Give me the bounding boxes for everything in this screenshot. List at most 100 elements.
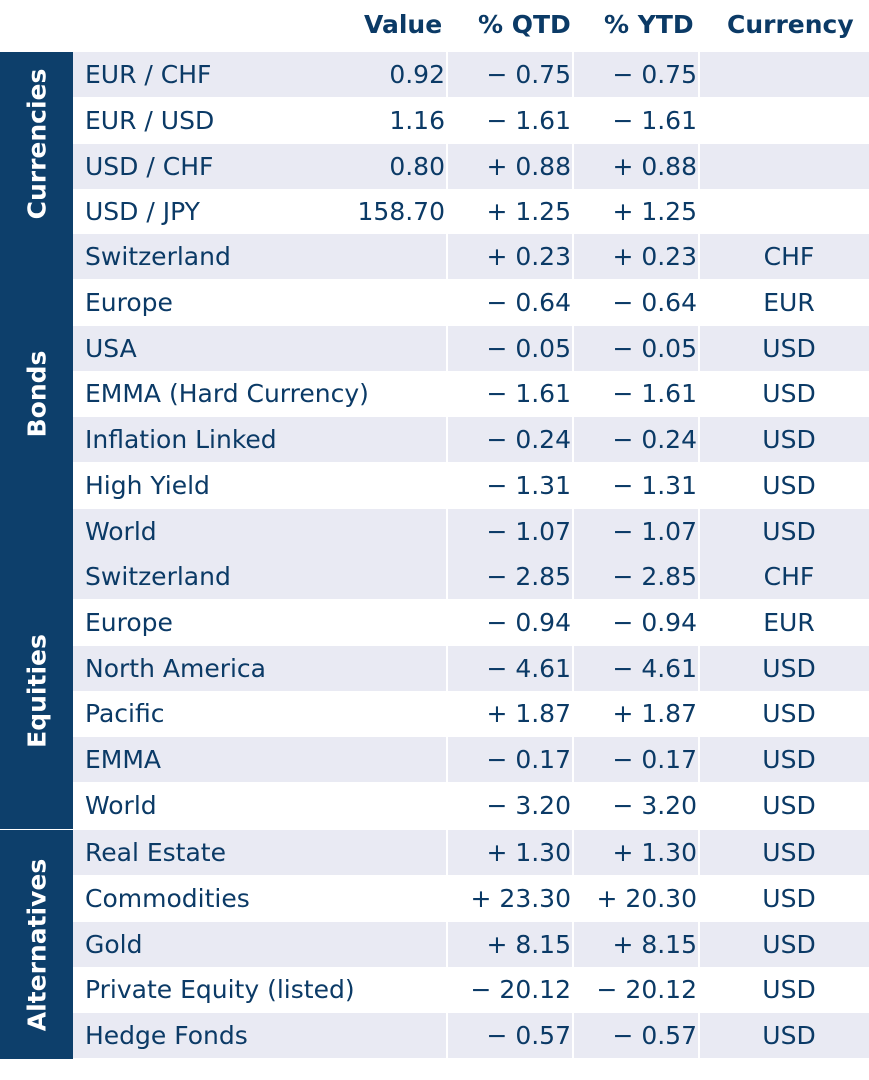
column-divider [446,371,448,417]
row-ytd: − 3.20 [612,791,697,820]
column-divider [698,189,700,235]
row-currency [759,52,819,97]
table-row: Switzerland + 0.23 + 0.23 CHF [73,234,869,279]
row-currency: USD [762,791,816,820]
row-ytd: + 20.30 [596,883,697,913]
column-divider [572,599,574,645]
row-currency: USD [762,975,816,1005]
column-divider [446,783,448,828]
column-divider [446,967,448,1013]
row-qtd: + 1.87 [486,699,571,729]
row-name: Real Estate [85,838,226,867]
column-divider [446,737,448,783]
table-row: World − 1.07 − 1.07 USD [73,508,869,554]
column-divider [446,830,448,875]
row-ytd: − 0.94 [612,607,697,637]
row-name: Inflation Linked [85,425,277,455]
column-divider [446,599,448,645]
row-name: Gold [85,929,143,959]
column-divider [446,1013,448,1059]
row-ytd: + 8.15 [612,929,697,959]
row-currency: USD [762,425,816,455]
column-divider [446,691,448,737]
row-qtd: − 4.61 [486,653,571,683]
group-label: Bonds [22,350,51,438]
column-divider [572,691,574,737]
table-header: Value % QTD % YTD Currency [0,0,869,52]
table-row: World − 3.20 − 3.20 USD [73,783,869,828]
column-divider [446,279,448,325]
column-divider [446,143,448,189]
table-row: EMMA (Hard Currency) − 1.61 − 1.61 USD [73,371,869,417]
column-divider [572,830,574,875]
row-currency: USD [762,516,816,546]
row-name: World [85,516,157,546]
table-row: North America − 4.61 − 4.61 USD [73,645,869,691]
table-row: Commodities + 23.30 + 20.30 USD [73,875,869,921]
row-currency: CHF [763,242,815,271]
row-name: Switzerland [85,242,231,271]
row-currency: EUR [763,607,815,637]
row-qtd: − 0.94 [486,607,571,637]
row-currency [759,98,819,143]
row-currency: USD [762,745,816,775]
row-qtd: + 0.88 [486,151,571,181]
column-divider [698,371,700,417]
row-qtd: − 1.61 [486,379,571,409]
table-row: Europe − 0.64 − 0.64 EUR [73,279,869,325]
table-row: Private Equity (listed) − 20.12 − 20.12 USD [73,967,869,1013]
table-row: High Yield − 1.31 − 1.31 USD [73,463,869,508]
column-divider [698,1013,700,1059]
column-divider [572,508,574,554]
row-name: Commodities [85,883,250,913]
row-name: Europe [85,287,173,317]
header-ytd: % YTD [604,10,694,39]
group-label-bar: Alternatives [0,830,73,1059]
row-ytd: − 0.64 [612,287,697,317]
row-name: Private Equity (listed) [85,975,355,1005]
group-currencies: Currencies EUR / CHF 0.92− 0.75− 0.75 EUR /… [0,52,869,236]
column-divider [698,508,700,554]
row-currency: USD [762,653,816,683]
column-divider [698,921,700,967]
row-currency: USD [762,838,816,867]
table-row: Hedge Fonds − 0.57 − 0.57 USD [73,1013,869,1059]
column-divider [698,143,700,189]
row-name: USD / JPY [85,197,200,227]
column-divider [572,645,574,691]
row-ytd: − 0.57 [612,1021,697,1051]
column-divider [698,325,700,371]
table-row: Inflation Linked − 0.24 − 0.24 USD [73,417,869,463]
column-divider [572,1013,574,1059]
column-divider [446,921,448,967]
row-qtd: + 8.15 [486,929,571,959]
row-ytd: − 0.24 [612,425,697,455]
group-label: Currencies [22,68,51,219]
row-ytd: − 0.75 [612,60,697,89]
row-ytd: + 1.87 [612,699,697,729]
row-currency [759,189,819,234]
column-divider [698,783,700,828]
column-divider [698,645,700,691]
column-divider [698,463,700,508]
row-currency: USD [762,471,816,500]
row-ytd: − 0.05 [612,333,697,363]
group-equities: Equities Switzerland − 2.85 − 2.85 CHF Europe… [0,554,869,829]
row-ytd: − 1.61 [612,379,697,409]
table-row: Switzerland − 2.85 − 2.85 CHF [73,554,869,599]
table-row: Pacific + 1.87 + 1.87 USD [73,691,869,737]
row-qtd: − 2.85 [486,562,571,591]
row-currency: USD [762,379,816,409]
row-ytd: − 1.31 [612,471,697,500]
column-divider [698,875,700,921]
row-value: 158.70 [357,197,445,227]
column-divider [446,875,448,921]
row-name: USA [85,333,137,363]
row-qtd: − 0.75 [486,60,571,89]
row-name: Switzerland [85,562,231,591]
row-name: Europe [85,607,173,637]
table-row: USD / JPY 158.70 + 1.25 + 1.25 [73,189,869,235]
column-divider [572,234,574,279]
column-divider [572,875,574,921]
table-row: EMMA − 0.17 − 0.17 USD [73,737,869,783]
